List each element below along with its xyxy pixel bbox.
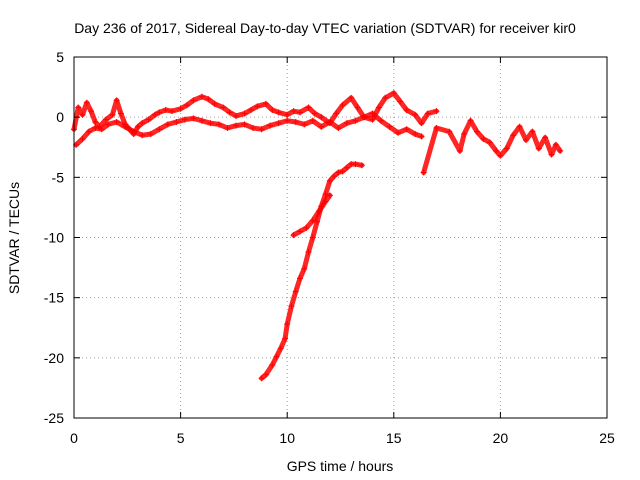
series-density-trace [421,118,563,176]
y-tick-label: 0 [56,109,64,125]
y-tick-label: -20 [44,350,64,366]
series-upper-track [71,90,440,138]
series-density-trace [71,90,439,137]
x-tick-label: 25 [599,430,615,446]
y-tick-label: 5 [56,49,64,65]
y-tick-label: -15 [44,290,64,306]
y-axis-label: SDTVAR / TECUs [6,182,22,294]
series-secondary-branch [290,192,333,239]
axis-ticks: 0 5 10 15 20 25 5 0 -5 -10 -15 -20 -25 [44,49,615,446]
x-tick-label: 10 [279,430,295,446]
series-density-trace [259,161,365,381]
series-density-trace [291,192,333,238]
y-tick-label: -5 [52,169,65,185]
x-tick-label: 20 [493,430,509,446]
series-density-trace [73,111,425,148]
x-tick-label: 5 [177,430,185,446]
y-tick-label: -25 [44,410,64,426]
series-lower-track [73,110,425,148]
y-tick-label: -10 [44,230,64,246]
chart-title: Day 236 of 2017, Sidereal Day-to-day VTE… [74,20,576,36]
data-points [71,90,564,382]
series-late-cluster [420,117,564,176]
x-tick-label: 0 [70,430,78,446]
x-axis-label: GPS time / hours [287,458,394,474]
series-descending-branch [258,161,365,382]
x-tick-label: 15 [386,430,402,446]
